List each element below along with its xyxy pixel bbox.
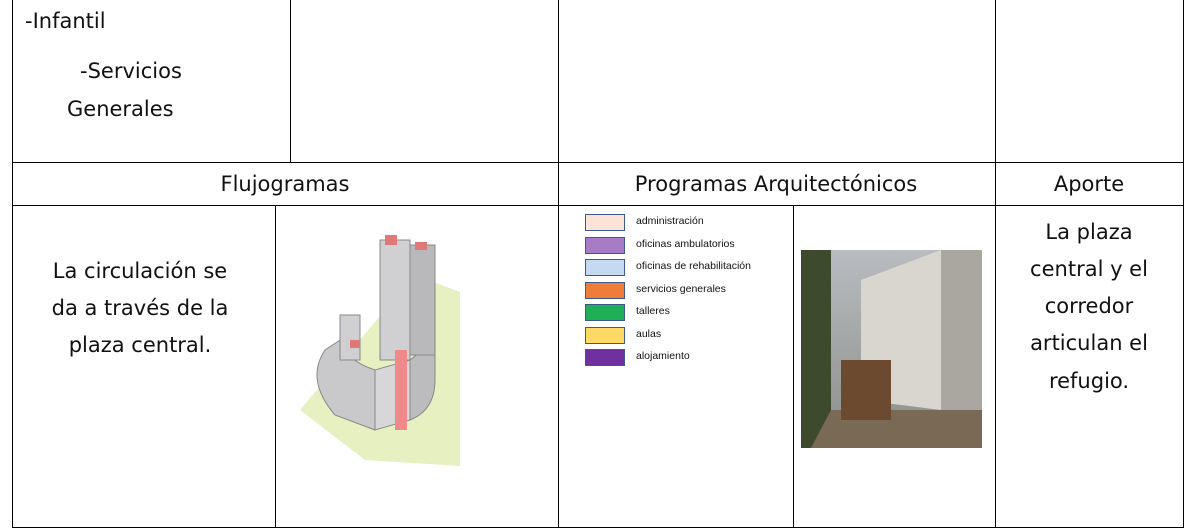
- row-border: [12, 162, 1184, 163]
- cell-text: corredor: [1044, 294, 1134, 318]
- legend-swatch: [585, 326, 625, 344]
- legend-swatch: [585, 259, 625, 276]
- legend-swatch: [585, 304, 625, 321]
- legend-label: aulas: [636, 327, 662, 340]
- col-border: [793, 205, 794, 528]
- legend-swatch: [585, 236, 625, 254]
- col-border: [290, 0, 291, 162]
- legend-label: alojamiento: [636, 350, 690, 362]
- cell-text: central y el: [1030, 257, 1148, 281]
- cell-text: Generales: [67, 97, 174, 121]
- cell-text: -Infantil: [25, 9, 106, 33]
- legend-swatch: [585, 349, 625, 366]
- legend-label: servicios generales: [636, 282, 726, 295]
- legend-label: talleres: [636, 305, 670, 317]
- col-border: [995, 0, 996, 528]
- legend-label: oficinas ambulatorios: [636, 237, 735, 250]
- cell-text: refugio.: [1048, 369, 1130, 393]
- col-border: [12, 0, 13, 528]
- massing-diagram: [300, 235, 460, 466]
- legend-label: oficinas de rehabilitación: [636, 260, 751, 272]
- col-border: [275, 205, 276, 528]
- legend-swatch: [585, 214, 625, 231]
- header: Programas Arquitectónicos: [634, 172, 918, 196]
- cell-text: da a través de la: [51, 296, 229, 320]
- header: Flujogramas: [220, 172, 350, 196]
- legend-label: administración: [636, 215, 704, 227]
- cell-text: articulan el: [1030, 331, 1148, 355]
- render-image: [801, 250, 982, 448]
- header: Aporte: [1053, 172, 1125, 196]
- cell-text: La plaza: [1045, 220, 1133, 244]
- row-border: [12, 205, 1184, 206]
- col-border: [1183, 0, 1184, 528]
- row-border: [12, 527, 1184, 528]
- col-border: [558, 0, 559, 528]
- cell-text: La circulación se: [52, 259, 228, 283]
- cell-text: -Servicios: [80, 59, 182, 83]
- cell-text: plaza central.: [68, 333, 212, 357]
- legend-swatch: [585, 281, 625, 299]
